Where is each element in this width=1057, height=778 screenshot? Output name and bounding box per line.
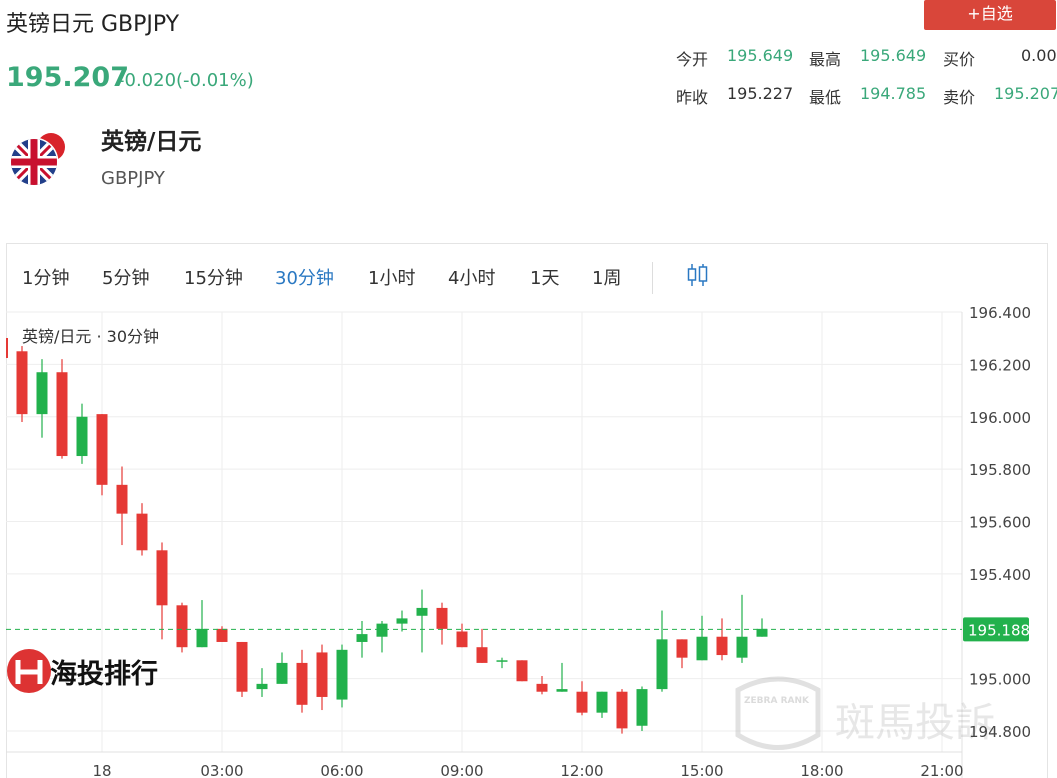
price-change: -0.020(-0.01%) — [118, 70, 254, 91]
tab-1hour[interactable]: 1小时 — [368, 268, 416, 289]
toolbar-divider — [652, 262, 653, 294]
candle — [476, 628, 488, 663]
add-favorite-button[interactable]: +自选 — [924, 0, 1056, 30]
ask-label: 卖价 — [943, 88, 976, 107]
tab-15min[interactable]: 15分钟 — [184, 268, 243, 289]
watermark-right-badge: ZEBRA RANK — [744, 696, 810, 706]
candle — [336, 644, 348, 708]
pair-name: 英镑/日元 — [101, 129, 202, 155]
candle — [736, 594, 748, 663]
y-tick-label: 196.400 — [969, 304, 1031, 322]
tab-1min[interactable]: 1分钟 — [22, 268, 70, 289]
prev-close-label: 昨收 — [676, 88, 709, 107]
x-tick-label: 18:00 — [800, 762, 843, 778]
watermark-right: ZEBRA RANK 斑馬投訴 — [735, 676, 995, 750]
tab-5min[interactable]: 5分钟 — [102, 268, 150, 289]
timeframe-toolbar: 1分钟 5分钟 15分钟 30分钟 1小时 4小时 1天 1周 — [6, 244, 1048, 304]
page-title: 英镑日元 GBPJPY — [6, 12, 180, 37]
y-tick-label: 194.800 — [969, 723, 1031, 741]
tab-1week[interactable]: 1周 — [592, 268, 622, 289]
candle — [316, 644, 328, 711]
candle — [296, 649, 308, 713]
candle — [196, 600, 208, 648]
y-tick-label: 195.600 — [969, 514, 1031, 532]
candle — [556, 662, 568, 692]
current-price: 195.207 — [6, 62, 129, 93]
candle — [236, 641, 248, 697]
candle — [216, 626, 228, 642]
candle — [376, 621, 388, 653]
bid-value: 0.00 — [1021, 46, 1057, 65]
watermark-left-text: 海投排行 — [50, 658, 158, 690]
ask-value: 195.207 — [994, 84, 1057, 103]
tab-1day[interactable]: 1天 — [530, 268, 560, 289]
candle — [716, 618, 728, 661]
candle — [36, 359, 48, 438]
chart-panel — [6, 243, 1048, 778]
x-tick-label: 18 — [92, 762, 111, 778]
candle — [156, 542, 168, 640]
candle — [116, 466, 128, 546]
y-tick-label: 195.000 — [969, 671, 1031, 689]
high-value: 195.649 — [860, 46, 927, 65]
watermark-right-text: 斑馬投訴 — [835, 700, 995, 746]
candle — [616, 689, 628, 734]
candle — [16, 346, 28, 422]
candle — [756, 618, 768, 637]
candle — [96, 414, 108, 496]
low-label: 最低 — [809, 88, 842, 107]
candlestick-type-icon[interactable] — [686, 262, 710, 288]
candle — [456, 623, 468, 648]
x-tick-label: 06:00 — [320, 762, 363, 778]
tab-4hour[interactable]: 4小时 — [448, 268, 496, 289]
candle — [416, 589, 428, 653]
x-tick-label: 15:00 — [680, 762, 723, 778]
candle — [136, 503, 148, 556]
watermark-left: 海投排行 — [7, 649, 158, 693]
x-tick-label: 09:00 — [440, 762, 483, 778]
candle — [256, 668, 268, 697]
y-tick-label: 195.800 — [969, 461, 1031, 479]
low-value: 194.785 — [860, 84, 927, 103]
x-tick-label: 12:00 — [560, 762, 603, 778]
candle — [436, 602, 448, 645]
pair-code: GBPJPY — [101, 168, 165, 189]
last-price-tag — [963, 617, 1029, 642]
open-label: 今开 — [676, 50, 709, 69]
prev-close-value: 195.227 — [727, 84, 794, 103]
candle — [576, 681, 588, 716]
x-tick-label: 03:00 — [200, 762, 243, 778]
candle — [56, 359, 68, 459]
candle — [516, 660, 528, 682]
candle — [396, 610, 408, 632]
candle — [596, 691, 608, 718]
candle — [176, 602, 188, 653]
candle — [276, 652, 288, 684]
uk-jp-flag-icon — [9, 133, 65, 187]
x-tick-label: 21:00 — [920, 762, 963, 778]
candle — [656, 610, 668, 692]
candle — [536, 676, 548, 695]
y-tick-label: 196.200 — [969, 356, 1031, 374]
last-price-label: 195.188 — [968, 621, 1030, 639]
chart-legend: 英镑/日元 · 30分钟 — [22, 327, 159, 346]
bid-label: 买价 — [943, 50, 976, 69]
candle — [76, 403, 88, 464]
y-tick-label: 196.000 — [969, 409, 1031, 427]
tab-30min[interactable]: 30分钟 — [275, 268, 334, 289]
candle — [676, 639, 688, 669]
candle — [496, 657, 508, 669]
candle — [356, 621, 368, 658]
open-value: 195.649 — [727, 46, 794, 65]
y-tick-label: 195.400 — [969, 566, 1031, 584]
high-label: 最高 — [809, 50, 842, 69]
candle — [696, 615, 708, 661]
candle — [636, 686, 648, 731]
